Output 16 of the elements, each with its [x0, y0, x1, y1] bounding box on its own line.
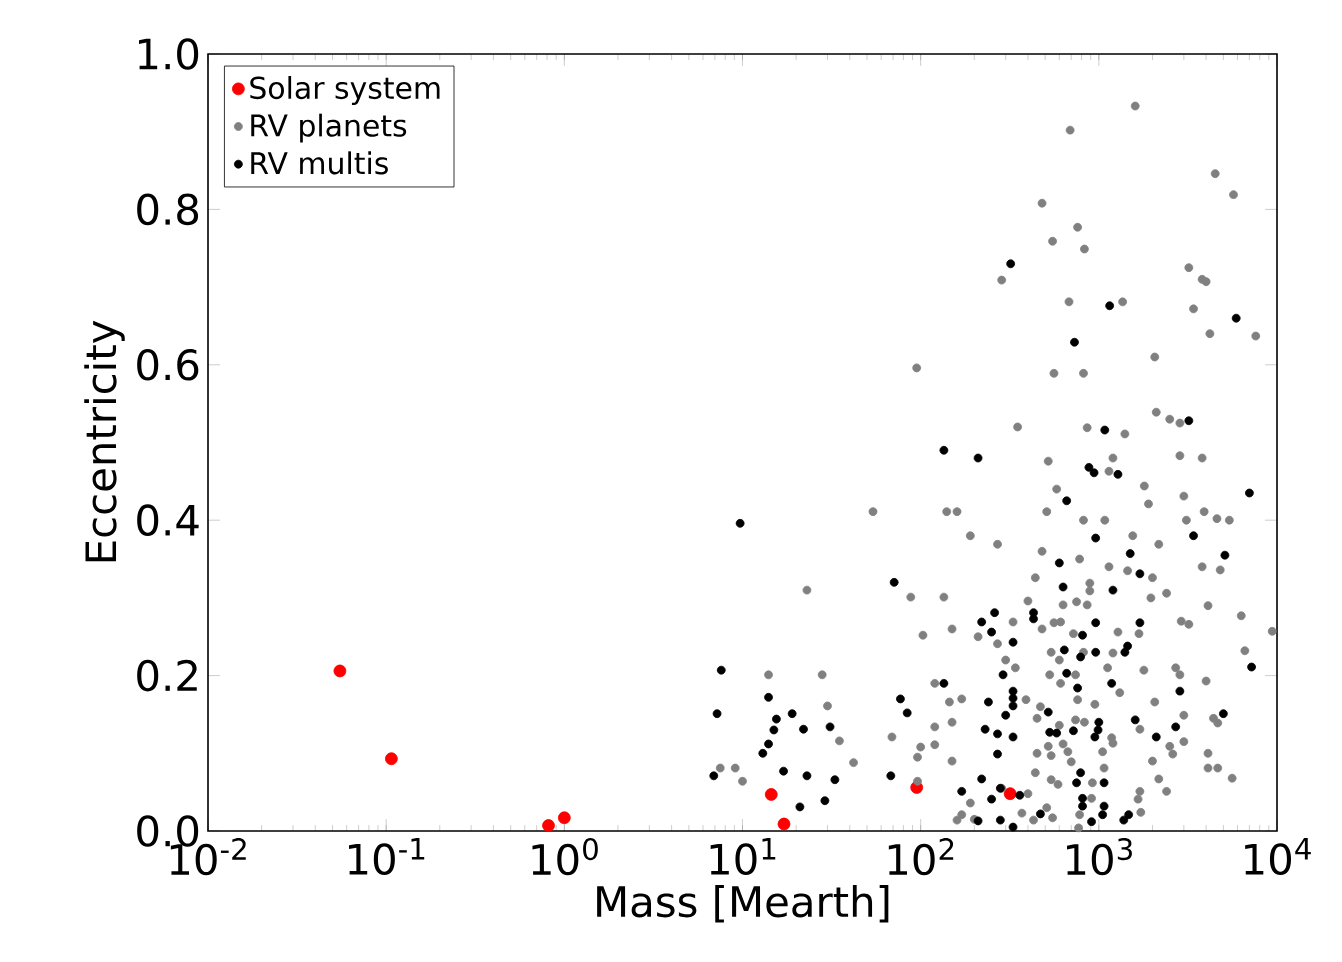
y-tick-label: 1.0	[139, 38, 199, 70]
y-tick-label: 0.4	[137, 504, 199, 537]
x-tick-label: 10$^{3}$	[1067, 838, 1132, 876]
x-tick-label: 10$^{-1}$	[349, 838, 425, 875]
y-tick-label: 0.2	[137, 659, 197, 692]
x-tick-label: 10$^{0}$	[532, 838, 598, 876]
y-axis-title: Eccentricity	[84, 320, 125, 562]
legend-label: Solar system	[250, 76, 440, 105]
legend-label: RV planets	[251, 113, 407, 143]
x-tick-label: 10$^{2}$	[888, 838, 954, 876]
x-tick-label: 10$^{1}$	[710, 838, 776, 875]
legend-label: RV multis	[251, 151, 388, 175]
x-axis-title: Mass [Mearth]	[597, 885, 889, 923]
x-tick-label: 10$^{4}$	[1245, 838, 1311, 875]
y-tick-label: 0.6	[137, 348, 199, 381]
y-tick-label: 0.8	[137, 193, 199, 226]
